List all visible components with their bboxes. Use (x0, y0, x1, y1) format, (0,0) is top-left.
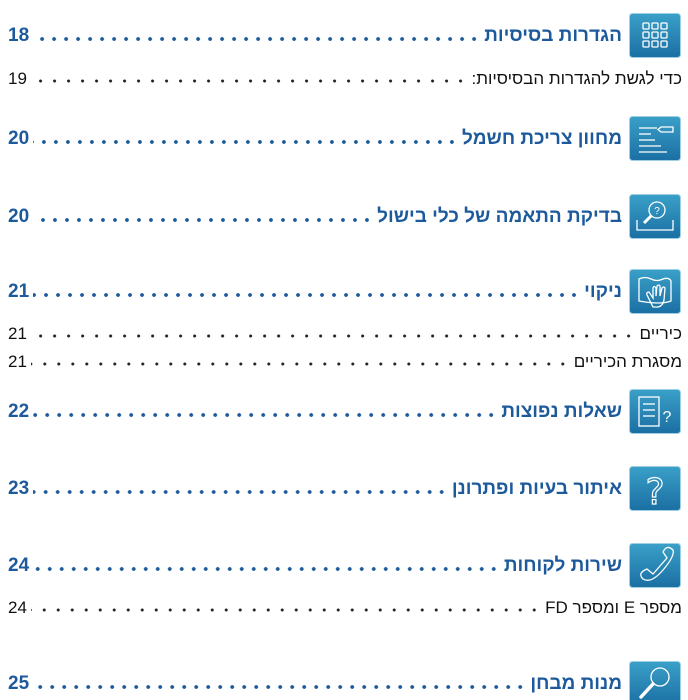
dot-leader (30, 607, 542, 613)
icon-part (660, 22, 668, 30)
dot-leader (30, 333, 636, 339)
page-number: 18 (8, 25, 30, 46)
dot-leader (33, 217, 374, 223)
page-number: 21 (8, 352, 27, 371)
section-entry: הגדרות בסיסיות 18 (8, 21, 622, 47)
icon-part (629, 116, 681, 161)
section-icon: ? (629, 466, 681, 511)
dot-leader (33, 412, 498, 418)
icon-part (638, 276, 672, 304)
sub-entry: כיריים 21 (8, 318, 682, 344)
icon-part (629, 389, 681, 434)
dot-leader (33, 36, 481, 42)
dot-leader (33, 684, 527, 690)
icon-part (651, 40, 659, 48)
icon-part (629, 543, 681, 588)
icon-part (639, 682, 655, 699)
section-icon (629, 269, 681, 314)
icon-part: ? (654, 206, 660, 217)
dot-leader (30, 78, 468, 84)
icon-part (646, 284, 666, 308)
icon-part (642, 40, 650, 48)
icon-part (650, 667, 670, 687)
icon-part (651, 31, 659, 39)
icon-part (642, 214, 653, 225)
icon-part (636, 220, 674, 231)
page-number: 24 (8, 598, 27, 617)
entry-title: כיריים (639, 324, 682, 343)
section-icon (629, 661, 681, 700)
page-number: 22 (8, 401, 30, 422)
icon-part (642, 22, 650, 30)
icon-part (629, 13, 681, 58)
sub-entry: כדי לגשת להגדרות הבסיסיות: 19 (8, 63, 682, 89)
dot-leader (33, 292, 581, 298)
section-entry: איתור בעיות ופתרונן 23 (8, 474, 622, 500)
section-icon: ? (629, 389, 681, 434)
section-icon (629, 116, 681, 161)
section-entry: בדיקת התאמה של כלי בישול 20 (8, 202, 622, 228)
entry-title: איתור בעיות ופתרונן (451, 478, 622, 499)
section-icon: ? (629, 194, 681, 239)
entry-title: הגדרות בסיסיות (484, 25, 622, 46)
page-number: 21 (8, 281, 30, 302)
sub-entry: מסגרת הכיריים 21 (8, 346, 682, 372)
icon-part (651, 22, 659, 30)
page-number: 20 (8, 206, 30, 227)
icon-part (640, 546, 674, 581)
icon-part (660, 40, 668, 48)
entry-title: מספר E ומספר FD (545, 598, 682, 617)
icon-part (629, 661, 681, 700)
section-icon (629, 543, 681, 588)
dot-leader (30, 361, 570, 367)
section-entry: שירות לקוחות 24 (8, 551, 622, 577)
section-entry: מנות מבחן 25 (8, 669, 622, 695)
icon-part (629, 466, 681, 511)
dot-leader (33, 566, 500, 572)
icon-part (648, 201, 666, 219)
icon-part (660, 31, 668, 39)
icon-part (642, 31, 650, 39)
page-number: 24 (8, 555, 30, 576)
page-number: 20 (8, 128, 30, 149)
section-entry: שאלות נפוצות 22 (8, 397, 622, 423)
dot-leader (33, 489, 448, 495)
section-entry: מחוון צריכת חשמל 20 (8, 124, 622, 150)
sub-entry: מספר E ומספר FD 24 (8, 592, 682, 618)
icon-part: ? (663, 409, 672, 426)
icon-part (629, 194, 681, 239)
entry-title: מנות מבחן (530, 673, 622, 694)
page-number: 25 (8, 673, 30, 694)
page-number: 19 (8, 69, 27, 88)
entry-title: מסגרת הכיריים (573, 352, 682, 371)
entry-title: שאלות נפוצות (501, 401, 622, 422)
page-number: 21 (8, 324, 27, 343)
section-entry: ניקוי 21 (8, 277, 622, 303)
entry-title: כדי לגשת להגדרות הבסיסיות: (471, 69, 682, 88)
page-number: 23 (8, 478, 30, 499)
icon-part (656, 126, 674, 133)
dot-leader (33, 139, 459, 145)
icon-part: ? (645, 472, 664, 511)
entry-title: מחוון צריכת חשמל (462, 128, 622, 149)
section-icon (629, 13, 681, 58)
entry-title: שירות לקוחות (503, 555, 622, 576)
entry-title: ניקוי (584, 281, 622, 302)
icon-part (638, 396, 660, 427)
entry-title: בדיקת התאמה של כלי בישול (377, 206, 622, 227)
